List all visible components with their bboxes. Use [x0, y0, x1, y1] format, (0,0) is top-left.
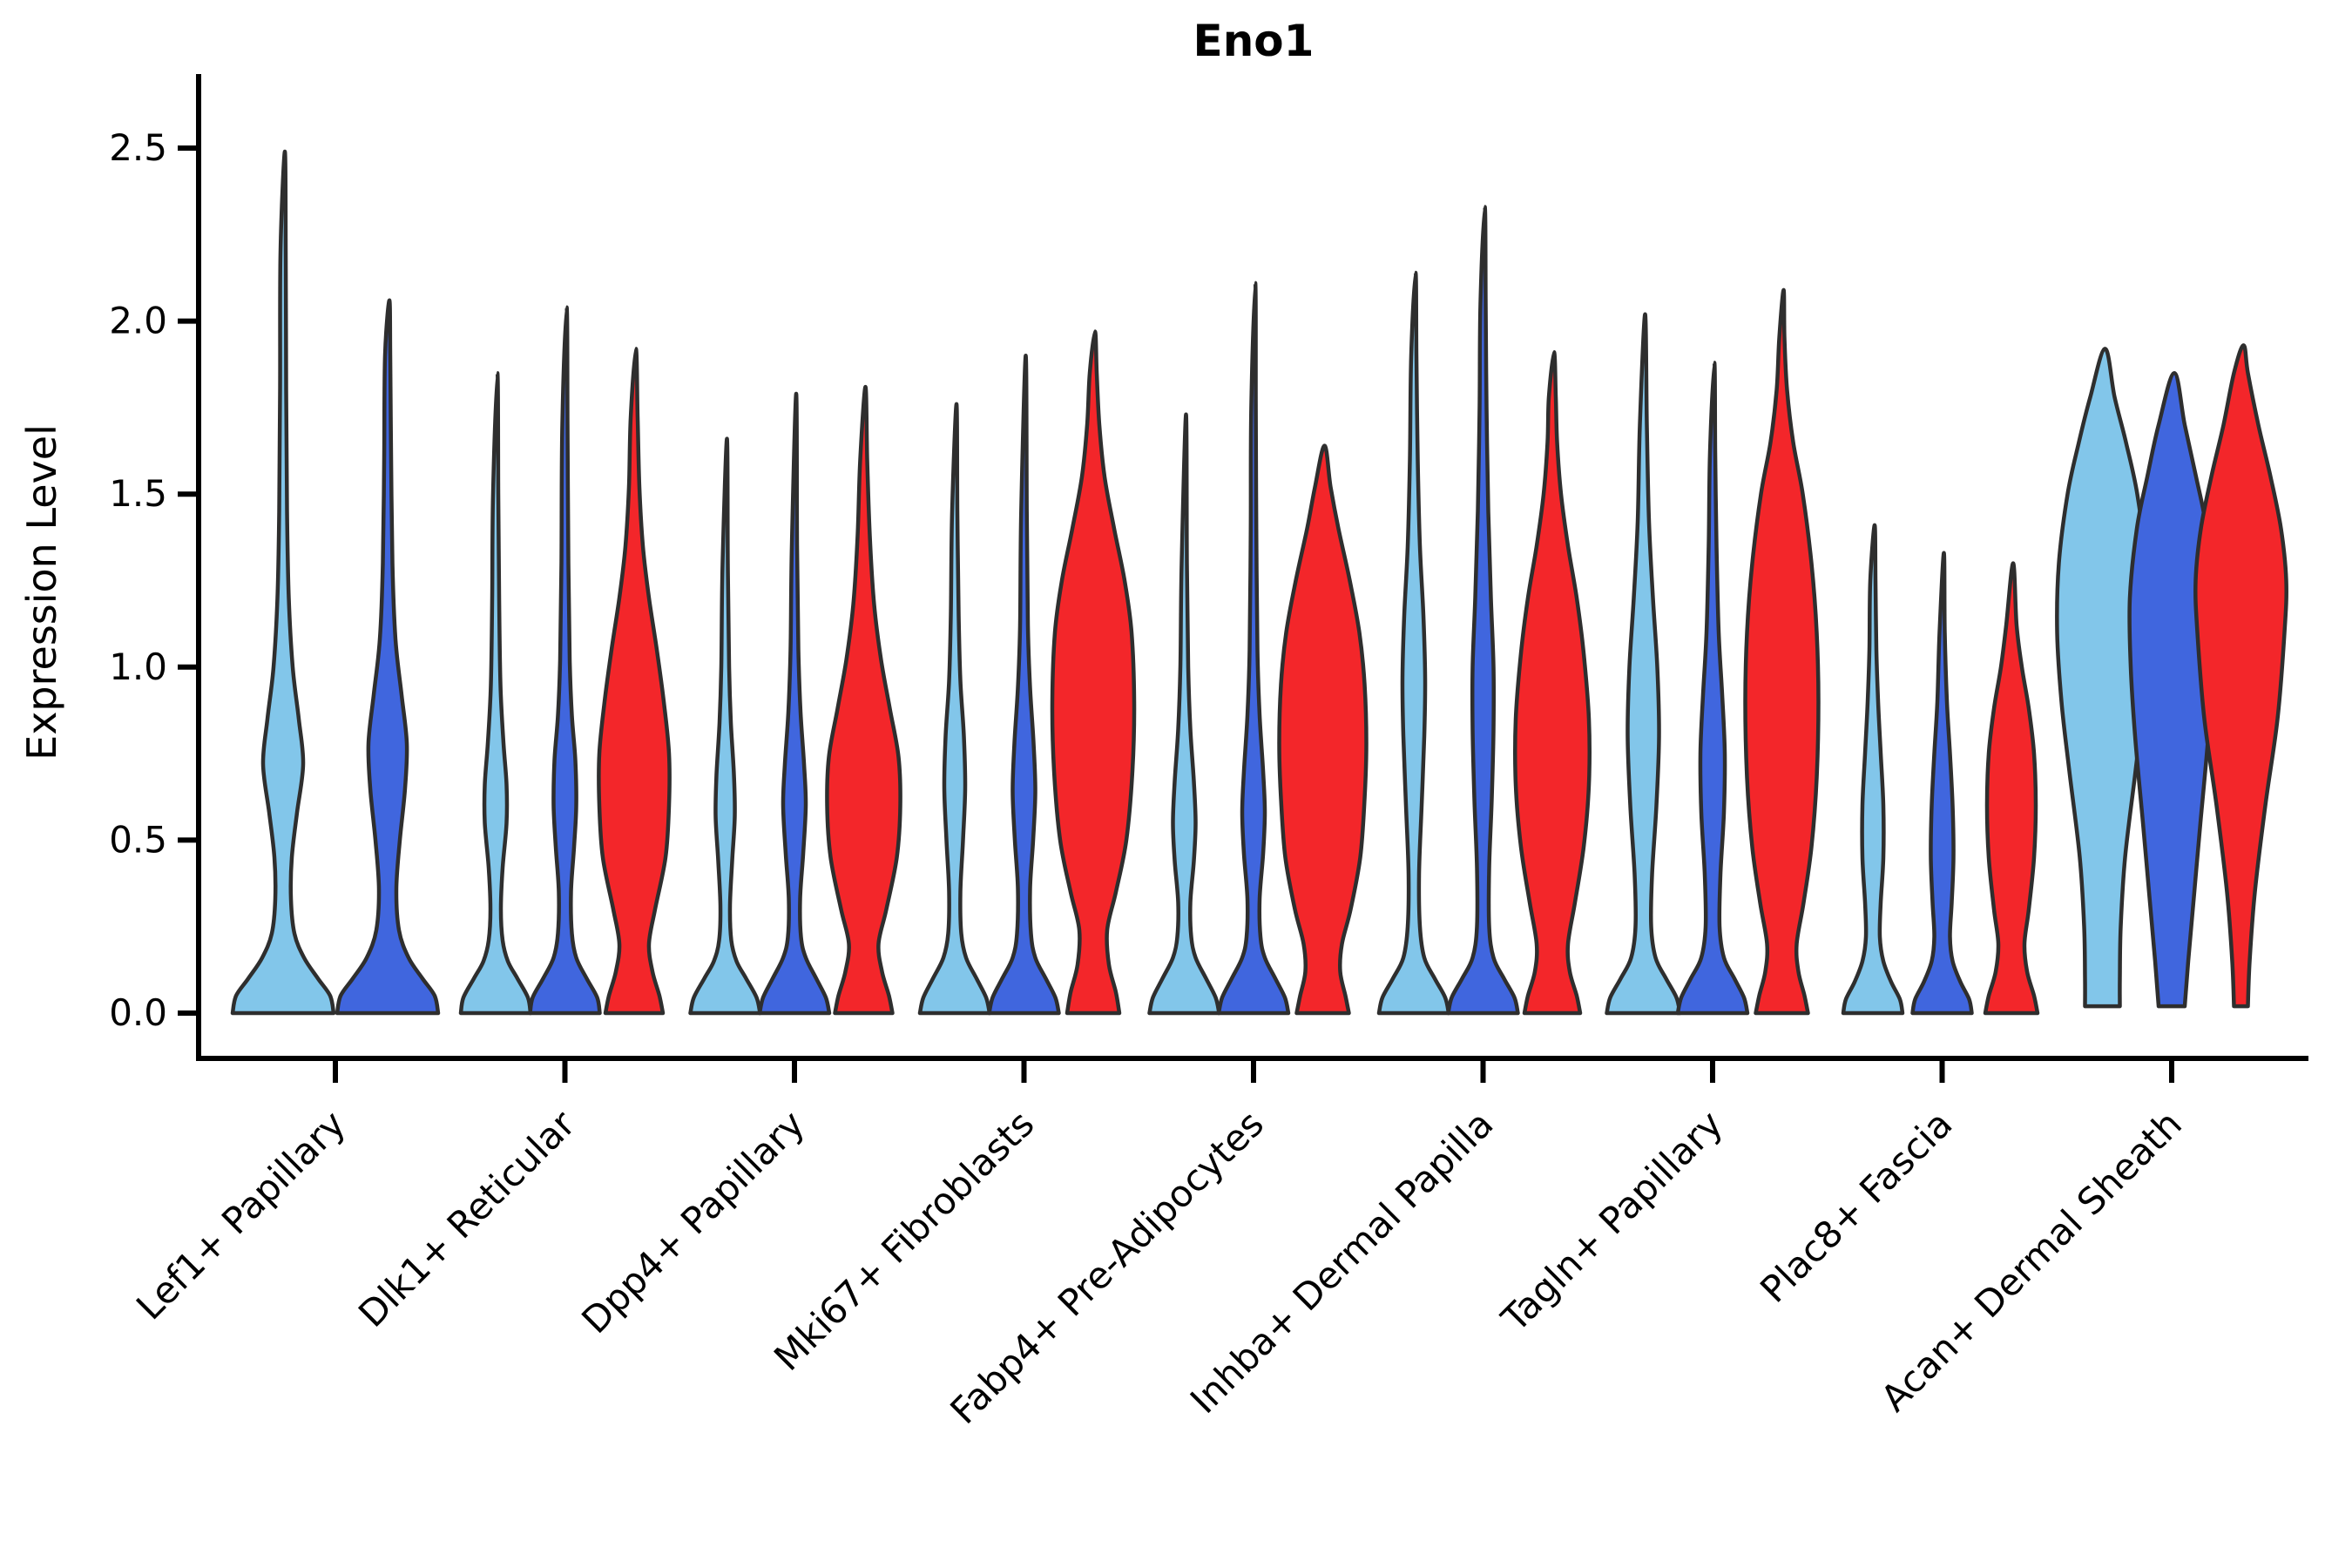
x-tick-label: Plac8+ Fascia [1752, 1102, 1960, 1310]
y-tick-label: 0.0 [109, 991, 167, 1034]
violin-plac8-fascia-s0 [1841, 523, 1905, 1016]
violin-acan-dermal-sheath-s0 [2055, 347, 2150, 1009]
violin-dpp4-papillary-s0 [688, 436, 762, 1016]
violin-fabp4-pre-adipocytes-s0 [1147, 412, 1221, 1016]
violin-mki67-fibroblasts-s2 [1050, 329, 1137, 1016]
violin-acan-dermal-sheath-s2 [2193, 343, 2288, 1009]
violin-dlk1-reticular-s1 [528, 305, 602, 1016]
violin-fabp4-pre-adipocytes-s2 [1277, 443, 1369, 1016]
y-tick-label: 2.0 [109, 300, 167, 342]
violin-tagln-papillary-s0 [1605, 312, 1682, 1016]
violin-fabp4-pre-adipocytes-s1 [1216, 280, 1291, 1016]
violin-mki67-fibroblasts-s0 [917, 402, 992, 1016]
violin-inhba-dermal-papilla-s2 [1513, 350, 1592, 1016]
violin-dpp4-papillary-s1 [757, 391, 832, 1016]
violin-plac8-fascia-s2 [1983, 561, 2040, 1016]
violin-acan-dermal-sheath-s1 [2127, 370, 2216, 1009]
y-tick-label: 2.5 [109, 126, 167, 169]
violin-inhba-dermal-papilla-s0 [1376, 270, 1451, 1016]
violin-inhba-dermal-papilla-s1 [1446, 205, 1520, 1016]
chart-title: Eno1 [1193, 16, 1315, 66]
y-tick-label: 1.0 [109, 645, 167, 688]
x-tick-label: Lef1+ Papillary [128, 1102, 354, 1328]
violin-lef1-papillary-s1 [335, 298, 441, 1016]
violin-dlk1-reticular-s0 [458, 370, 533, 1016]
violin-tagln-papillary-s2 [1743, 287, 1821, 1016]
violin-lef1-papillary-s0 [230, 149, 336, 1016]
violin-plac8-fascia-s1 [1910, 551, 1974, 1016]
y-tick-label: 0.5 [109, 818, 167, 861]
x-tick-label: Dlk1+ Reticular [350, 1102, 584, 1335]
violin-tagln-papillary-s1 [1675, 361, 1750, 1016]
x-tick-label: Dpp4+ Papillary [573, 1102, 813, 1342]
x-tick-label: Mki67+ Fibroblasts [766, 1102, 1042, 1378]
x-tick-label: Tagln+ Papillary [1493, 1102, 1731, 1340]
violin-dpp4-papillary-s2 [825, 384, 902, 1016]
y-tick-label: 1.5 [109, 472, 167, 515]
violin-dlk1-reticular-s2 [597, 347, 672, 1016]
violin-mki67-fibroblasts-s1 [987, 354, 1061, 1016]
